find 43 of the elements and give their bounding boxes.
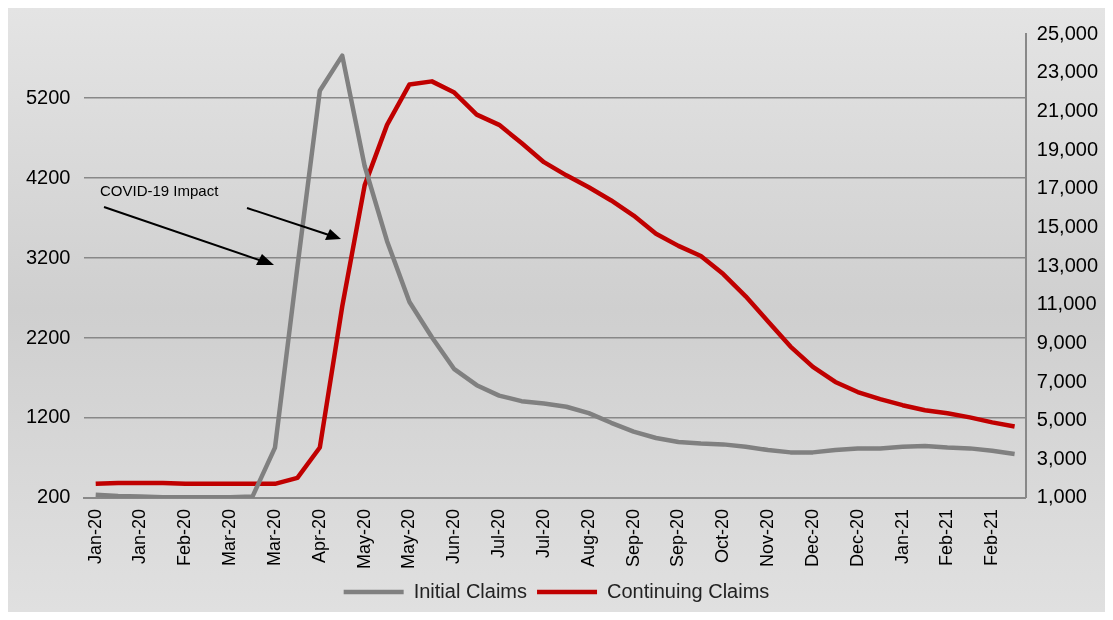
y2-tick-label: 3,000	[1036, 446, 1087, 469]
x-tick-label: Jun-20	[443, 508, 464, 565]
y2-tick-label: 9,000	[1036, 330, 1087, 353]
x-tick-label: Jan-20	[84, 508, 105, 565]
y-tick-label: 1200	[25, 405, 71, 428]
annotation: COVID-19 Impact	[100, 182, 220, 200]
legend-label: Initial Claims	[413, 579, 528, 602]
x-tick-label: Sep-20	[622, 508, 643, 568]
x-tick-label: Feb-20	[174, 508, 195, 567]
x-tick-label: Mar-20	[219, 508, 240, 566]
y2-tick-label: 7,000	[1036, 369, 1087, 392]
y2-tick-label: 17,000	[1036, 176, 1098, 199]
y2-tick-label: 15,000	[1036, 214, 1098, 237]
y2-tick-label: 19,000	[1036, 137, 1098, 160]
y2-tick-label: 25,000	[1036, 21, 1098, 44]
y-tick-label: 3200	[25, 245, 71, 268]
y2-tick-label: 13,000	[1036, 253, 1098, 276]
x-tick-label: Jul-20	[488, 508, 509, 559]
x-tick-label: Mar-20	[263, 508, 284, 566]
legend-label: Continuing Claims	[607, 579, 770, 602]
y2-tick-label: 23,000	[1036, 60, 1098, 83]
y2-tick-label: 1,000	[1036, 485, 1087, 508]
x-tick-label: Jan-21	[891, 508, 912, 565]
y2-tick-label: 11,000	[1036, 292, 1097, 315]
x-tick-label: May-20	[398, 508, 419, 570]
x-tick-label: Feb-21	[981, 508, 1002, 567]
y2-tick-label: 21,000	[1036, 98, 1098, 121]
y-tick-label: 2200	[25, 325, 71, 348]
y-tick-label: 5200	[25, 85, 71, 108]
x-tick-label: Oct-20	[712, 508, 733, 564]
x-tick-label: Sep-20	[667, 508, 688, 568]
x-tick-label: Dec-20	[846, 508, 867, 568]
x-tick-label: Nov-20	[757, 508, 778, 568]
x-tick-label: Jul-20	[532, 508, 553, 559]
x-tick-label: May-20	[353, 508, 374, 570]
x-tick-label: Dec-20	[801, 508, 822, 568]
x-tick-label: Apr-20	[308, 508, 329, 564]
y-tick-label: 200	[37, 485, 71, 508]
y-tick-label: 4200	[25, 165, 71, 188]
x-tick-label: Jan-20	[129, 508, 150, 565]
x-tick-label: Aug-20	[577, 508, 598, 568]
y2-tick-label: 5,000	[1036, 408, 1087, 431]
x-tick-label: Feb-21	[936, 508, 957, 567]
